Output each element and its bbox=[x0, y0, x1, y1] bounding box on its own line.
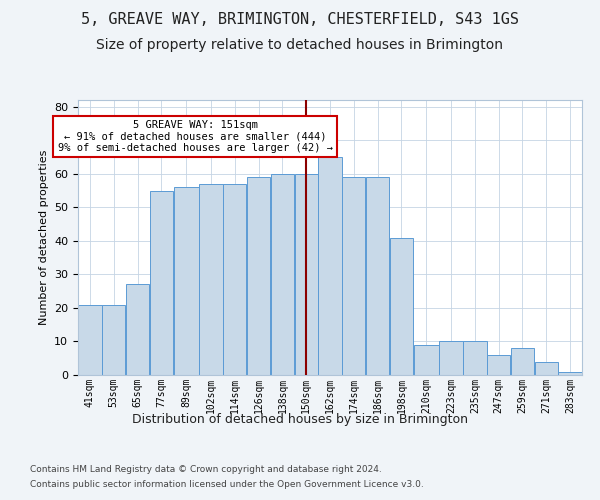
Text: 5 GREAVE WAY: 151sqm
← 91% of detached houses are smaller (444)
9% of semi-detac: 5 GREAVE WAY: 151sqm ← 91% of detached h… bbox=[58, 120, 332, 154]
Text: Distribution of detached houses by size in Brimington: Distribution of detached houses by size … bbox=[132, 412, 468, 426]
Bar bbox=[413, 345, 439, 375]
Bar bbox=[223, 184, 247, 375]
Bar bbox=[199, 184, 223, 375]
Bar bbox=[271, 174, 294, 375]
Bar bbox=[535, 362, 558, 375]
Bar bbox=[511, 348, 534, 375]
Bar bbox=[366, 177, 389, 375]
Bar bbox=[439, 342, 463, 375]
Bar bbox=[126, 284, 149, 375]
Bar bbox=[149, 190, 173, 375]
Bar bbox=[173, 187, 199, 375]
Bar bbox=[78, 304, 101, 375]
Text: Size of property relative to detached houses in Brimington: Size of property relative to detached ho… bbox=[97, 38, 503, 52]
Bar bbox=[463, 342, 487, 375]
Bar bbox=[342, 177, 365, 375]
Bar bbox=[247, 177, 270, 375]
Text: Contains HM Land Registry data © Crown copyright and database right 2024.: Contains HM Land Registry data © Crown c… bbox=[30, 465, 382, 474]
Bar bbox=[390, 238, 413, 375]
Text: Contains public sector information licensed under the Open Government Licence v3: Contains public sector information licen… bbox=[30, 480, 424, 489]
Bar bbox=[487, 355, 511, 375]
Text: 5, GREAVE WAY, BRIMINGTON, CHESTERFIELD, S43 1GS: 5, GREAVE WAY, BRIMINGTON, CHESTERFIELD,… bbox=[81, 12, 519, 28]
Bar bbox=[319, 157, 341, 375]
Bar bbox=[295, 174, 318, 375]
Y-axis label: Number of detached properties: Number of detached properties bbox=[38, 150, 49, 325]
Bar bbox=[559, 372, 582, 375]
Bar bbox=[102, 304, 125, 375]
